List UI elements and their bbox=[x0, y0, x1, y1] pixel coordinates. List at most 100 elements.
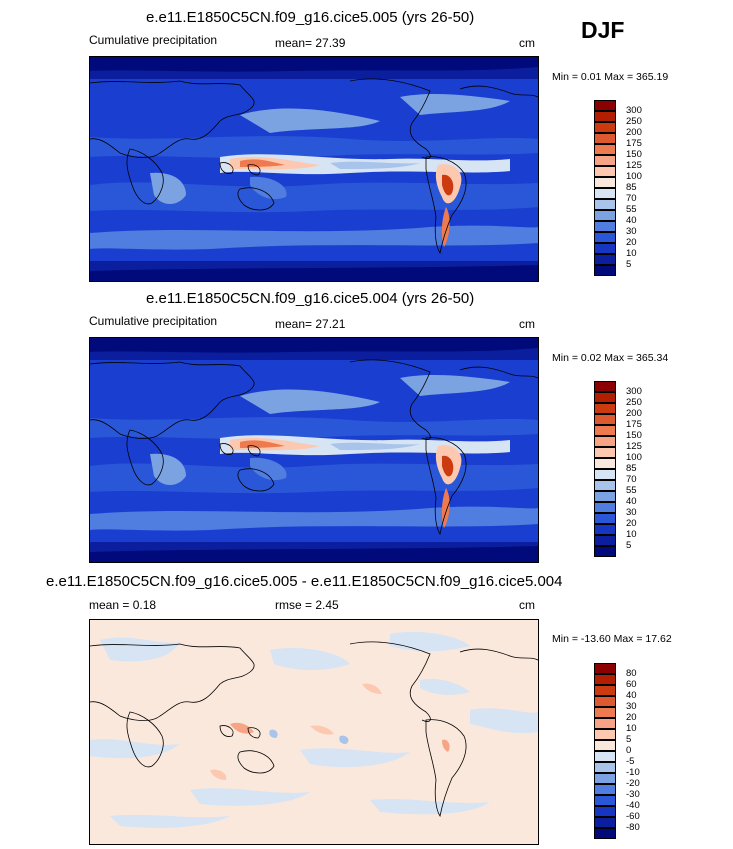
colorbar-swatch bbox=[594, 166, 616, 177]
colorbar-tick-label: -40 bbox=[626, 800, 640, 811]
colorbar-swatch bbox=[594, 535, 616, 546]
colorbar-tick-label: 150 bbox=[626, 149, 642, 160]
colorbar-tick-label: 0 bbox=[626, 745, 632, 756]
colorbar-swatch bbox=[594, 773, 616, 784]
colorbar-swatch bbox=[594, 177, 616, 188]
colorbar-swatch bbox=[594, 491, 616, 502]
colorbar-tick-label: 40 bbox=[626, 496, 637, 507]
panel3-title: e.e11.E1850C5CN.f09_g16.cice5.005 - e.e1… bbox=[46, 573, 563, 590]
colorbar-swatch bbox=[594, 210, 616, 221]
season-label: DJF bbox=[581, 17, 625, 43]
panel1-colorbar: 300 250 200 175 150 125 100 85 70 55 40 30 20 10 5 bbox=[594, 100, 654, 276]
colorbar-tick-label: 10 bbox=[626, 529, 637, 540]
colorbar-swatch bbox=[594, 513, 616, 524]
colorbar-swatch bbox=[594, 469, 616, 480]
colorbar-tick-label: -20 bbox=[626, 778, 640, 789]
panel1-minmax: Min = 0.01 Max = 365.19 bbox=[552, 71, 669, 83]
colorbar-tick-label: 40 bbox=[626, 690, 637, 701]
colorbar-swatch bbox=[594, 828, 616, 839]
colorbar-tick-label: 20 bbox=[626, 237, 637, 248]
colorbar-swatch bbox=[594, 718, 616, 729]
colorbar-tick-label: 40 bbox=[626, 215, 637, 226]
colorbar-tick-label: 55 bbox=[626, 485, 637, 496]
colorbar-swatch bbox=[594, 243, 616, 254]
panel3-rmse-label: rmse = 2.45 bbox=[275, 598, 339, 612]
colorbar-tick-label: 5 bbox=[626, 259, 632, 270]
colorbar-swatch bbox=[594, 740, 616, 751]
colorbar-swatch bbox=[594, 133, 616, 144]
colorbar-swatch bbox=[594, 696, 616, 707]
colorbar-tick-label: 10 bbox=[626, 248, 637, 259]
colorbar-swatch bbox=[594, 795, 616, 806]
colorbar-tick-label: 55 bbox=[626, 204, 637, 215]
colorbar-swatch bbox=[594, 762, 616, 773]
colorbar-swatch bbox=[594, 674, 616, 685]
colorbar-tick-label: 85 bbox=[626, 182, 637, 193]
colorbar-swatch bbox=[594, 403, 616, 414]
colorbar-tick-label: 200 bbox=[626, 127, 642, 138]
colorbar-swatch bbox=[594, 100, 616, 111]
colorbar-swatch bbox=[594, 232, 616, 243]
colorbar-tick-label: 175 bbox=[626, 419, 642, 430]
colorbar-tick-label: 85 bbox=[626, 463, 637, 474]
colorbar-tick-label: 125 bbox=[626, 160, 642, 171]
colorbar-tick-label: 200 bbox=[626, 408, 642, 419]
colorbar-tick-label: 300 bbox=[626, 105, 642, 116]
panel1-title: e.e11.E1850C5CN.f09_g16.cice5.005 (yrs 2… bbox=[146, 9, 475, 26]
colorbar-swatch bbox=[594, 458, 616, 469]
colorbar-swatch bbox=[594, 144, 616, 155]
panel2-map bbox=[89, 337, 539, 563]
panel2-mean-label: mean= 27.21 bbox=[275, 317, 346, 331]
panel1-units: cm bbox=[519, 36, 535, 50]
colorbar-swatch bbox=[594, 221, 616, 232]
colorbar-tick-label: -60 bbox=[626, 811, 640, 822]
colorbar-swatch bbox=[594, 155, 616, 166]
colorbar-tick-label: 125 bbox=[626, 441, 642, 452]
colorbar-swatch bbox=[594, 414, 616, 425]
colorbar-swatch bbox=[594, 729, 616, 740]
colorbar-swatch bbox=[594, 199, 616, 210]
colorbar-swatch bbox=[594, 392, 616, 403]
colorbar-swatch bbox=[594, 254, 616, 265]
colorbar-tick-label: 20 bbox=[626, 518, 637, 529]
panel3-minmax: Min = -13.60 Max = 17.62 bbox=[552, 633, 672, 645]
colorbar-tick-label: 5 bbox=[626, 734, 632, 745]
colorbar-tick-label: 30 bbox=[626, 226, 637, 237]
colorbar-swatch bbox=[594, 524, 616, 535]
panel3-map bbox=[89, 619, 539, 845]
colorbar-tick-label: 70 bbox=[626, 474, 637, 485]
panel3-colorbar: 80 60 40 30 20 10 5 0 -5 -10 -20 -30 -40 -60 -80 bbox=[594, 663, 654, 839]
colorbar-swatch bbox=[594, 546, 616, 557]
colorbar-swatch bbox=[594, 784, 616, 795]
colorbar-swatch bbox=[594, 480, 616, 491]
colorbar-tick-label: 175 bbox=[626, 138, 642, 149]
colorbar-tick-label: 100 bbox=[626, 452, 642, 463]
colorbar-tick-label: 300 bbox=[626, 386, 642, 397]
colorbar-tick-label: 100 bbox=[626, 171, 642, 182]
panel1-map bbox=[89, 56, 539, 282]
colorbar-swatch bbox=[594, 122, 616, 133]
colorbar-swatch bbox=[594, 111, 616, 122]
colorbar-swatch bbox=[594, 381, 616, 392]
colorbar-tick-label: 30 bbox=[626, 507, 637, 518]
colorbar-swatch bbox=[594, 265, 616, 276]
panel2-title: e.e11.E1850C5CN.f09_g16.cice5.004 (yrs 2… bbox=[146, 290, 475, 307]
panel3-units: cm bbox=[519, 598, 535, 612]
panel2-variable-label: Cumulative precipitation bbox=[89, 314, 218, 328]
colorbar-swatch bbox=[594, 817, 616, 828]
colorbar-tick-label: 250 bbox=[626, 116, 642, 127]
colorbar-swatch bbox=[594, 447, 616, 458]
panel1-mean-label: mean= 27.39 bbox=[275, 36, 346, 50]
colorbar-swatch bbox=[594, 685, 616, 696]
colorbar-tick-label: 20 bbox=[626, 712, 637, 723]
colorbar-swatch bbox=[594, 425, 616, 436]
colorbar-tick-label: 60 bbox=[626, 679, 637, 690]
colorbar-swatch bbox=[594, 188, 616, 199]
colorbar-tick-label: -5 bbox=[626, 756, 635, 767]
colorbar-tick-label: -10 bbox=[626, 767, 640, 778]
panel2-colorbar: 300 250 200 175 150 125 100 85 70 55 40 30 20 10 5 bbox=[594, 381, 654, 557]
panel2-minmax: Min = 0.02 Max = 365.34 bbox=[552, 352, 669, 364]
colorbar-tick-label: 150 bbox=[626, 430, 642, 441]
colorbar-tick-label: 70 bbox=[626, 193, 637, 204]
panel1-variable-label: Cumulative precipitation bbox=[89, 33, 218, 47]
